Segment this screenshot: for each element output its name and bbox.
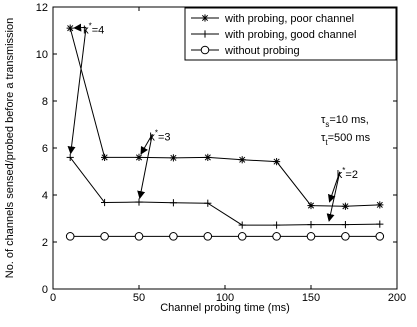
legend-entry: with probing, good channel [191,29,356,41]
k-arrow-2-2 [137,134,153,200]
marker-circle [203,232,213,241]
x-tick-label: 100 [216,292,234,304]
annotations: k*=4k*=3k*=2τs=10 ms,τt=500 ms [67,21,371,222]
series-2 [66,153,384,229]
data-series [65,24,385,241]
data-point-plus [341,221,349,229]
marker-circle [341,232,350,241]
data-point-asterisk [307,201,315,210]
legend: with probing, poor channel with probing, … [184,7,397,61]
x-axis-title: Channel probing time (ms) [160,302,290,314]
data-point-circle [134,232,144,241]
y-tick-label: 0 [42,284,48,296]
x-tick-label: 150 [302,292,320,304]
marker-circle [375,232,385,241]
data-point-asterisk [273,158,281,166]
x-tick-label: 50 [133,292,145,304]
data-point-plus [273,221,281,229]
data-point-circle [341,232,350,241]
data-point-circle [306,232,316,241]
marker-stroke [170,154,177,161]
k-arrow-3-1 [327,171,341,203]
y-axis-title: No. of channels sensed/probed before a t… [4,18,16,279]
marker-stroke [376,201,383,208]
x-tick-label: 200 [388,292,406,304]
tau-t-label: τt=500 ms [321,132,371,147]
data-point-plus [66,153,74,161]
data-point-asterisk [204,153,212,161]
marker-stroke [135,154,143,161]
marker-stroke [204,154,211,161]
data-point-asterisk [376,201,384,209]
data-point-circle [65,232,75,241]
marker-stroke [239,156,246,163]
data-point-plus [204,199,212,207]
y-tick-label: 8 [42,96,48,108]
data-point-circle [203,232,213,241]
k-arrow-2-1 [140,134,153,155]
legend-label: without probing [224,45,300,57]
k-label-2: k*=3 [149,128,170,143]
legend-entry: without probing [191,45,300,57]
tau-s-label: τs=10 ms, [321,114,369,129]
legend-label: with probing, good channel [224,29,356,41]
series-line [69,28,380,207]
data-point-asterisk [169,154,177,162]
marker-stroke [201,14,209,22]
data-point-plus [376,220,384,228]
marker-circle [169,232,178,241]
data-point-plus [201,30,209,38]
x-tick-label: 0 [50,292,56,304]
data-point-plus [307,221,315,229]
data-point-asterisk [238,156,246,164]
marker-circle [134,232,144,241]
marker-circle [100,232,109,241]
series-3 [65,232,385,241]
k-arrow-1-1 [73,23,87,32]
marker-circle [306,232,316,241]
legend-box [184,7,397,61]
series-line [69,157,380,226]
legend-entry: with probing, poor channel [191,13,354,25]
data-point-asterisk [101,153,109,161]
marker-stroke [101,154,108,161]
data-point-asterisk [135,153,143,161]
series-1 [66,24,384,210]
y-tick-label: 12 [36,2,48,14]
marker-stroke [307,202,315,209]
data-point-circle [237,232,247,241]
data-point-circle [169,232,178,241]
data-point-asterisk [341,202,349,210]
data-point-asterisk [66,24,74,32]
marker-circle [237,232,247,241]
y-tick-label: 10 [36,49,48,61]
data-point-circle [375,232,385,241]
axis-ticks: 0 50 100 150 200 0 2 4 6 8 10 12 [36,2,406,304]
marker-circle [272,232,281,241]
data-point-plus [101,198,109,207]
marker-stroke [273,158,280,165]
data-point-asterisk [201,14,209,22]
k-arrow-1-2 [67,27,87,155]
data-point-plus [135,198,143,206]
data-point-plus [169,199,177,207]
k-arrow-3-2 [326,171,341,222]
y-tick-label: 6 [42,143,48,155]
marker-stroke [342,203,349,210]
legend-label: with probing, poor channel [224,13,354,25]
data-point-circle [200,45,210,55]
marker-circle [200,45,210,55]
y-tick-label: 4 [42,190,48,202]
data-point-circle [272,232,281,241]
marker-stroke [67,25,74,32]
k-label-3: k*=2 [337,166,358,181]
data-point-plus [238,221,246,229]
marker-circle [65,232,75,241]
y-tick-label: 2 [42,237,48,249]
data-point-circle [100,232,109,241]
